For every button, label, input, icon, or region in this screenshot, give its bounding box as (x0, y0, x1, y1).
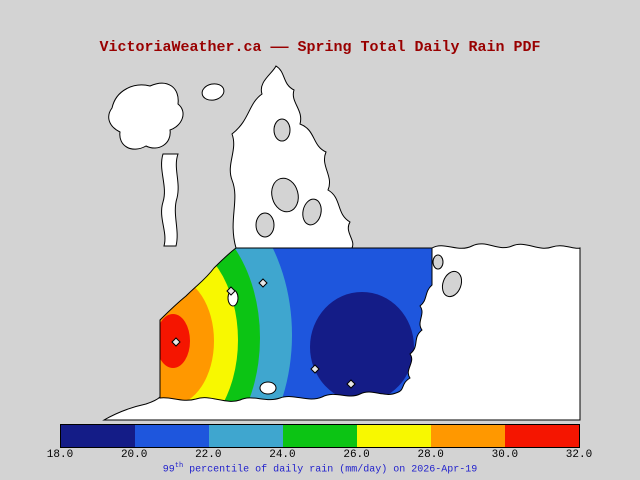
caption-base: 99 (162, 464, 175, 476)
harbour (259, 381, 277, 395)
colorbar-segment-30.0-32.0 (505, 425, 579, 447)
colorbar-segment-18.0-20.0 (61, 425, 135, 447)
colorbar-tick-label: 18.0 (46, 449, 74, 461)
caption-superscript: th (174, 462, 184, 470)
lake (108, 82, 184, 150)
island (273, 118, 291, 142)
island (255, 212, 275, 238)
station-marker (226, 286, 236, 296)
lake (201, 83, 225, 101)
colorbar-tick-label: 32.0 (565, 449, 593, 461)
colorbar-tick-label: 30.0 (491, 449, 519, 461)
station-marker (310, 364, 320, 374)
colorbar-segment-26.0-28.0 (357, 425, 431, 447)
colorbar-tick-label: 24.0 (269, 449, 296, 461)
colorbar-segment-28.0-30.0 (431, 425, 505, 447)
plot-title: VictoriaWeather.ca —— Spring Total Daily… (99, 39, 541, 56)
colorbar-tick-label: 20.0 (120, 449, 148, 461)
caption: 99th percentile of daily rain (mm/day) o… (0, 462, 640, 475)
colorbar (60, 424, 580, 448)
colorbar-ticks: 18.0 20.0 22.0 24.0 26.0 28.0 30.0 32.0 (47, 449, 592, 462)
inlet (161, 153, 179, 247)
station-markers (171, 278, 356, 389)
island (302, 198, 322, 226)
station-marker (258, 278, 268, 288)
caption-rest: percentile of daily rain (mm/day) on 202… (183, 464, 478, 476)
colorbar-tick-label: 22.0 (195, 449, 222, 461)
station-marker (171, 337, 181, 347)
island (271, 177, 299, 213)
island (441, 270, 463, 298)
station-marker (346, 379, 356, 389)
contour-band-18-20 (310, 292, 414, 402)
colorbar-tick-label: 28.0 (417, 449, 444, 461)
colorbar-tick-label: 26.0 (343, 449, 370, 461)
island (432, 254, 444, 270)
colorbar-segment-20.0-22.0 (135, 425, 209, 447)
colorbar-segment-22.0-24.0 (209, 425, 283, 447)
colorbar-segment-24.0-26.0 (283, 425, 357, 447)
